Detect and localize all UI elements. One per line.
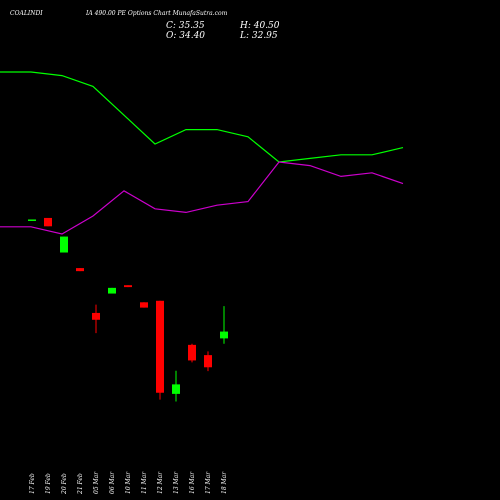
- candle: [92, 304, 100, 334]
- candle-body: [60, 236, 68, 253]
- x-tick-label: 13 Mar: [173, 471, 180, 494]
- x-tick-label: 20 Feb: [61, 473, 68, 495]
- x-tick-label: 05 Mar: [93, 471, 100, 494]
- x-tick-label: 21 Feb: [77, 473, 84, 495]
- high-value: H: 40.50: [240, 21, 280, 31]
- candle-body: [156, 300, 164, 393]
- x-tick-label: 06 Mar: [109, 471, 116, 494]
- x-tick-label: 17 Feb: [29, 473, 36, 494]
- x-tick-label: 19 Feb: [45, 473, 52, 494]
- candle: [60, 236, 68, 253]
- candle: [220, 306, 228, 344]
- candle: [28, 219, 36, 221]
- candle: [108, 287, 116, 294]
- candle-body: [92, 312, 100, 320]
- x-tick-label: 17 Mar: [205, 471, 212, 494]
- candle-body: [108, 287, 116, 294]
- candle-body: [220, 331, 228, 339]
- candle: [188, 343, 196, 363]
- indicator-line-2: [0, 161, 404, 235]
- candle-body: [172, 384, 180, 394]
- x-tick-label: 16 Mar: [189, 471, 196, 494]
- candle-body: [140, 302, 148, 308]
- candle: [140, 302, 148, 308]
- x-tick-label: 12 Mar: [157, 471, 164, 494]
- chart-title: IA 490.00 PE Options Chart MunafaSutra.c…: [86, 10, 228, 17]
- low-value: L: 32.95: [240, 31, 278, 41]
- indicator-line-1: [0, 71, 404, 163]
- x-tick-label: 10 Mar: [125, 471, 132, 494]
- candle: [124, 285, 132, 288]
- open-value: O: 34.40: [166, 31, 206, 41]
- candle-body: [188, 344, 196, 361]
- candle: [76, 268, 84, 272]
- candle: [44, 217, 52, 227]
- candle: [204, 351, 212, 372]
- candle-body: [204, 355, 212, 368]
- x-tick-label: 18 Mar: [221, 471, 228, 494]
- candle-body: [124, 285, 132, 288]
- symbol-label: COALINDI: [10, 10, 43, 17]
- close-value: C: 35.35: [166, 21, 205, 31]
- x-tick-label: 11 Mar: [141, 471, 148, 494]
- candle-body: [44, 217, 52, 227]
- candle: [172, 370, 180, 402]
- candle: [156, 300, 164, 400]
- candle-body: [28, 219, 36, 221]
- candle-body: [76, 268, 84, 272]
